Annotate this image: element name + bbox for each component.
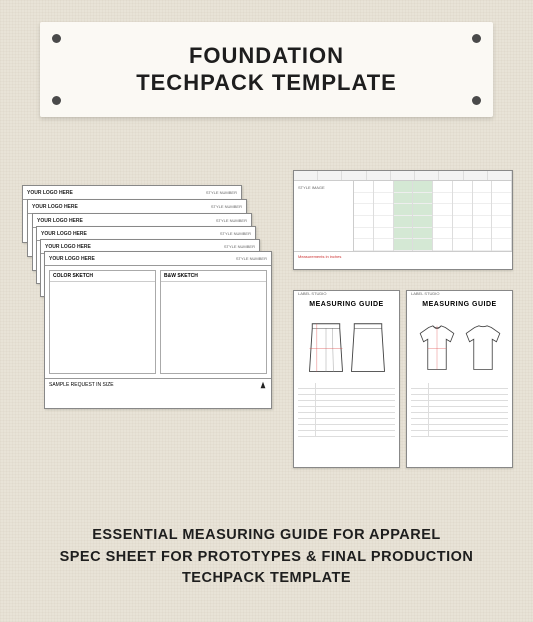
sheet-front-cover: YOUR LOGO HERESTYLE NUMBER COLOR SKETCH … [44,251,272,409]
measuring-guide-tshirt: LABEL STUDIO MEASURING GUIDE [406,290,513,468]
spreadsheet-note: Measurements in inches [294,251,512,269]
tshirt-sketch [407,313,512,383]
guide-table [407,383,512,467]
guide-table [294,383,399,467]
main-title: FOUNDATIONTECHPACK TEMPLATE [136,43,397,96]
rivet-icon [52,96,61,105]
spreadsheet-ribbon [294,171,512,181]
template-sheet-stack: YOUR LOGO HERESTYLE NUMBER BILL OF MATER… [22,185,267,410]
measuring-guides: LABEL STUDIO MEASURING GUIDE LABEL STUDI… [293,290,513,468]
footer-text: ESSENTIAL MEASURING GUIDE FOR APPAREL SP… [0,525,533,590]
spreadsheet-preview: STYLE IMAGE Measurements in inches [293,170,513,270]
skirt-sketch [294,313,399,383]
title-plaque: FOUNDATIONTECHPACK TEMPLATE [40,22,493,117]
rivet-icon [472,34,481,43]
spreadsheet-image-placeholder: STYLE IMAGE [294,181,354,251]
rivet-icon [472,96,481,105]
measuring-guide-skirt: LABEL STUDIO MEASURING GUIDE [293,290,400,468]
logo-icon [259,381,267,389]
spreadsheet-columns [354,181,512,251]
rivet-icon [52,34,61,43]
